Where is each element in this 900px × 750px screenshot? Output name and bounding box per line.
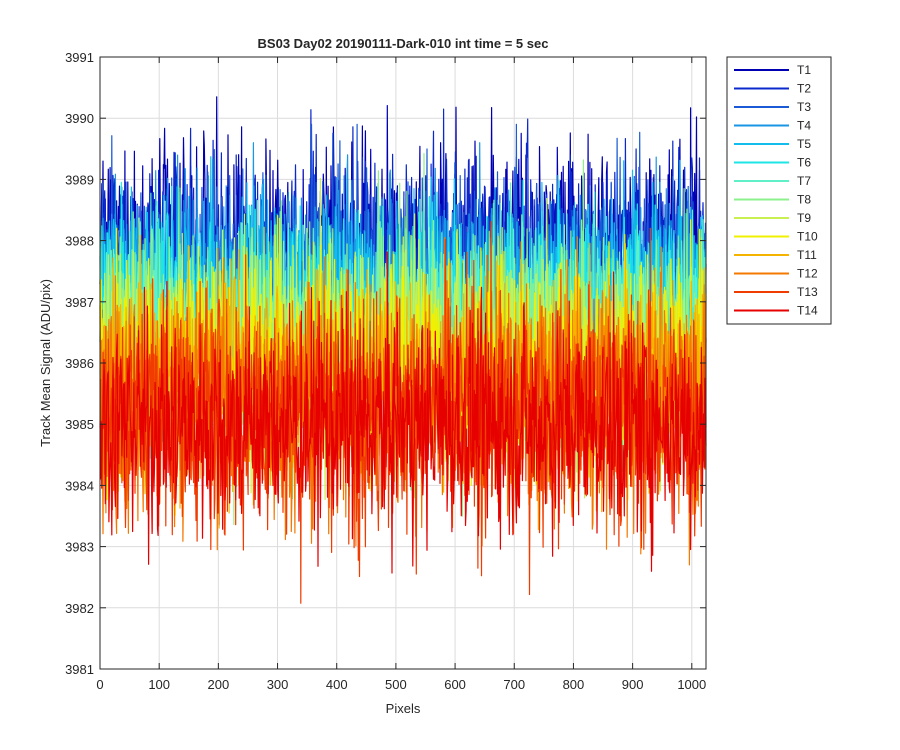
legend-label: T3 <box>797 100 811 114</box>
y-tick-label: 3988 <box>65 234 94 249</box>
x-tick-label: 400 <box>326 677 348 692</box>
y-tick-label: 3981 <box>65 662 94 677</box>
legend-label: T1 <box>797 63 811 77</box>
x-tick-label: 1000 <box>677 677 706 692</box>
x-tick-label: 0 <box>96 677 103 692</box>
x-tick-label: 500 <box>385 677 407 692</box>
legend-label: T11 <box>797 248 817 262</box>
y-tick-label: 3989 <box>65 172 94 187</box>
y-tick-label: 3983 <box>65 540 94 555</box>
legend-label: T9 <box>797 211 811 225</box>
legend-label: T12 <box>797 267 818 281</box>
x-axis-label: Pixels <box>386 701 421 716</box>
y-tick-label: 3982 <box>65 601 94 616</box>
x-tick-label: 700 <box>503 677 525 692</box>
y-tick-label: 3987 <box>65 295 94 310</box>
y-tick-label: 3985 <box>65 417 94 432</box>
y-tick-label: 3984 <box>65 478 94 493</box>
x-tick-label: 300 <box>267 677 289 692</box>
y-tick-label: 3986 <box>65 356 94 371</box>
x-tick-label: 800 <box>563 677 585 692</box>
chart-title: BS03 Day02 20190111-Dark-010 int time = … <box>258 36 549 51</box>
legend-label: T6 <box>797 156 811 170</box>
x-tick-label: 900 <box>622 677 644 692</box>
legend-label: T8 <box>797 193 811 207</box>
series-line-t14 <box>99 251 707 574</box>
legend-box <box>726 56 832 325</box>
series-lines <box>99 96 707 604</box>
legend-label: T7 <box>797 174 811 188</box>
y-axis-label: Track Mean Signal (ADU/pix) <box>38 279 53 447</box>
y-tick-label: 3990 <box>65 111 94 126</box>
legend-label: T5 <box>797 137 811 151</box>
legend-label: T13 <box>797 285 818 299</box>
legend-label: T10 <box>797 230 818 244</box>
legend-label: T2 <box>797 82 811 96</box>
x-tick-label: 600 <box>444 677 466 692</box>
axis-ticks: 0 100 200 300 400 500 600 700 800 900 1000 3981 3982… <box>65 50 706 692</box>
legend: T1 T2 T3 T4 T5 T6 T7 T8 T9 T10 T11 T12 T13 T14 <box>726 56 832 325</box>
x-tick-label: 100 <box>148 677 170 692</box>
legend-label: T14 <box>797 304 818 318</box>
series-line-t10 <box>99 215 707 516</box>
legend-label: T4 <box>797 119 811 133</box>
y-tick-label: 3991 <box>65 50 94 65</box>
x-tick-label: 200 <box>208 677 230 692</box>
